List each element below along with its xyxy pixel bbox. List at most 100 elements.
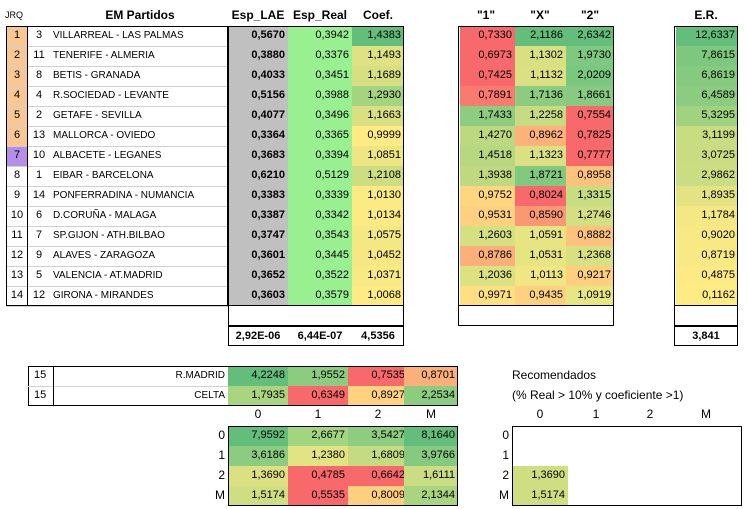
- col2-header: "2": [580, 8, 600, 22]
- esp-real-value: 0,3543: [288, 226, 352, 246]
- coef-value: 1,0851: [352, 146, 404, 166]
- total-lae: 2,92E-06: [235, 330, 281, 342]
- er-value: 3,0725: [676, 146, 738, 166]
- esp-lae-value: 0,3387: [228, 206, 288, 226]
- probs-box: [458, 26, 614, 306]
- row-number: 8: [6, 166, 28, 186]
- recom-value: 1,3690: [512, 466, 568, 486]
- jrq-header: JRQ: [5, 10, 23, 20]
- grid-value: 2,6677: [288, 426, 348, 446]
- prob-x-value: 1,1302: [515, 46, 566, 66]
- grid-box: [228, 426, 458, 506]
- recom-row-header: M: [499, 488, 509, 502]
- prob-x-value: 0,8590: [515, 206, 566, 226]
- er-value: 0,8719: [676, 246, 738, 266]
- prob-2-value: 0,7554: [566, 106, 614, 126]
- row-number: 2: [6, 46, 28, 66]
- esp-lae-value: 0,4077: [228, 106, 288, 126]
- row-divider: [6, 86, 228, 87]
- recom-row-header: 2: [502, 468, 509, 482]
- blank-row-box: [228, 306, 404, 326]
- grid-value: 2,1344: [404, 486, 458, 506]
- grid-value: 3,5427: [348, 426, 408, 446]
- jornada-number: 1: [35, 169, 43, 181]
- row-number: 9: [6, 186, 28, 206]
- grid-value: 3,6186: [228, 446, 288, 466]
- row-divider: [6, 206, 228, 207]
- prob-1-value: 1,7433: [460, 106, 515, 126]
- match-name: VILLARREAL - LAS PALMAS: [53, 30, 184, 41]
- esp-lae-value: 0,5670: [228, 26, 288, 46]
- coef-value: 1,0575: [352, 226, 404, 246]
- match-name: VALENCIA - AT.MADRID: [53, 270, 163, 281]
- lae-header: Esp_LAE: [231, 8, 285, 22]
- jornada-number: 8: [35, 69, 43, 81]
- grid-row-header: M: [215, 488, 225, 502]
- recom-row-header: 0: [502, 428, 509, 442]
- recom-title: Recomendados: [512, 368, 597, 382]
- recom-row-header: 1: [502, 448, 509, 462]
- recom-col-header: 0: [536, 407, 544, 421]
- grid-value: 7,9592: [228, 426, 288, 446]
- er-header: E.R.: [694, 8, 718, 22]
- prob-x-value: 1,7136: [515, 86, 566, 106]
- recom-subtitle: (% Real > 10% y coeficiente >1): [512, 388, 684, 402]
- jornada-number: 7: [35, 229, 43, 241]
- row-divider: [6, 306, 228, 307]
- prob-x-value: 1,1132: [515, 66, 566, 86]
- esp-lae-value: 0,3880: [228, 46, 288, 66]
- colx-header: "X": [530, 8, 550, 22]
- grid-col-header: M: [426, 407, 436, 421]
- esp-real-value: 0,3496: [288, 106, 352, 126]
- esp-real-value: 0,3365: [288, 126, 352, 146]
- row-divider: [6, 66, 228, 67]
- er-value: 2,9862: [676, 166, 738, 186]
- grid-col-header: 1: [314, 407, 322, 421]
- probs-blank-box: [458, 306, 614, 326]
- prob-x-value: 0,8962: [515, 126, 566, 146]
- pleno-value: 1,7935: [228, 386, 288, 406]
- er-value: 1,8935: [676, 186, 738, 206]
- prob-1-value: 0,9752: [460, 186, 515, 206]
- coef-value: 1,0134: [352, 206, 404, 226]
- prob-1-value: 0,8786: [460, 246, 515, 266]
- row-divider: [6, 286, 228, 287]
- row-divider: [6, 146, 228, 147]
- recom-box: [512, 426, 742, 506]
- pleno-divider: [28, 386, 228, 387]
- pleno-team: CELTA: [194, 390, 225, 401]
- coef-value: 1,0130: [352, 186, 404, 206]
- esp-lae-value: 0,3683: [228, 146, 288, 166]
- row-divider: [6, 226, 228, 227]
- esp-lae-value: 0,3364: [228, 126, 288, 146]
- grid-row-header: 2: [218, 468, 225, 482]
- er-box: [674, 26, 738, 306]
- pleno-value: 2,2534: [404, 386, 458, 406]
- match-name: ALAVES - ZARAGOZA: [53, 250, 156, 261]
- total-coef: 4,5356: [361, 330, 395, 342]
- esp-real-value: 0,3394: [288, 146, 352, 166]
- row-divider: [6, 186, 228, 187]
- prob-2-value: 1,3315: [566, 186, 614, 206]
- pleno-value: 1,9552: [288, 366, 348, 386]
- match-name: GIRONA - MIRANDES: [53, 290, 154, 301]
- matches-box: [28, 26, 228, 306]
- jornada-number: 9: [35, 249, 43, 261]
- prob-1-value: 0,9971: [460, 286, 515, 306]
- pleno-value: 0,8701: [404, 366, 458, 386]
- coef-value: 1,1493: [352, 46, 404, 66]
- esp-lae-value: 0,3383: [228, 186, 288, 206]
- coef-value: 1,4383: [352, 26, 404, 46]
- esp-real-value: 0,3522: [288, 266, 352, 286]
- esp-real-value: 0,3342: [288, 206, 352, 226]
- row-divider: [6, 166, 228, 167]
- coef-value: 1,0452: [352, 246, 404, 266]
- prob-2-value: 0,8958: [566, 166, 614, 186]
- prob-x-value: 1,1323: [515, 146, 566, 166]
- coef-value: 1,1689: [352, 66, 404, 86]
- prob-2-value: 0,8882: [566, 226, 614, 246]
- jornada-number: 5: [35, 269, 43, 281]
- er-value: 5,3295: [676, 106, 738, 126]
- row-number: 7: [6, 146, 28, 166]
- coef-value: 1,0371: [352, 266, 404, 286]
